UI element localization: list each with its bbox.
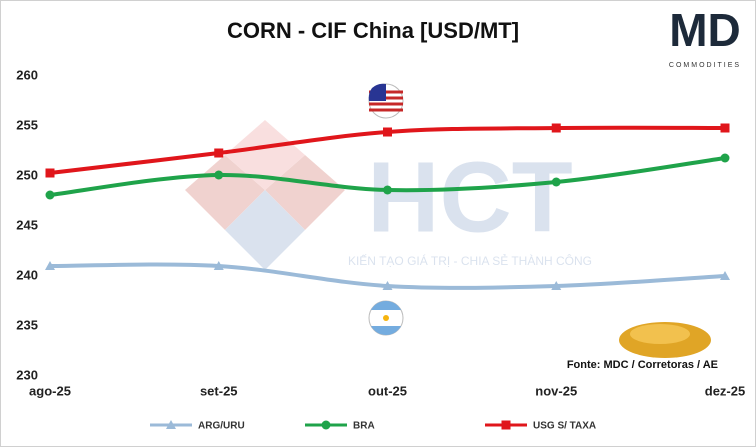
logo-text: COMMODITIES [669,62,741,69]
y-tick-label: 245 [16,217,38,232]
ar-flag [368,300,404,336]
data-point [551,177,561,187]
x-tick-label: out-25 [368,383,407,398]
data-point [214,170,224,180]
data-point [720,271,730,280]
series [45,261,730,290]
y-tick-label: 255 [16,117,38,132]
data-point [45,190,55,200]
data-point [382,281,393,290]
data-point [213,261,224,270]
data-point [551,281,562,290]
data-point [45,168,55,178]
legend-label: ARG/URU [198,421,245,432]
x-tick-label: nov-25 [535,383,577,398]
corn-image [619,322,711,358]
logo-mark: MD [669,4,741,56]
chart-title: CORN - CIF China [USD/MT] [227,18,519,43]
data-point [214,148,224,158]
watermark: HCT KIẾN TẠO GIÁ TRỊ - CHIA SẺ THÀNH CÔN… [185,120,592,270]
legend-marker [501,420,511,430]
data-point [383,185,392,195]
series [45,123,730,178]
legend-marker [321,420,331,430]
data-point [383,127,392,137]
y-tick-label: 260 [16,67,38,82]
x-tick-label: dez-25 [705,383,745,398]
watermark-text: KIẾN TẠO GIÁ TRỊ - CHIA SẺ THÀNH CÔNG [348,253,592,268]
y-tick-label: 235 [16,317,38,332]
series [45,153,730,200]
legend-label: BRA [353,421,375,432]
legend-marker [166,420,176,429]
data-point [720,123,730,133]
legend-label: USG S/ TAXA [533,421,596,432]
data-point [720,153,730,163]
source-note: Fonte: MDC / Corretoras / AE [567,359,718,371]
x-tick-label: ago-25 [29,383,71,398]
y-tick-label: 230 [16,367,38,382]
y-tick-label: 250 [16,167,38,182]
us-flag [368,83,404,119]
data-point [45,261,55,270]
y-tick-label: 240 [16,267,38,282]
watermark-mark: HCT [367,141,573,253]
data-point [551,123,561,133]
x-tick-label: set-25 [200,383,238,398]
